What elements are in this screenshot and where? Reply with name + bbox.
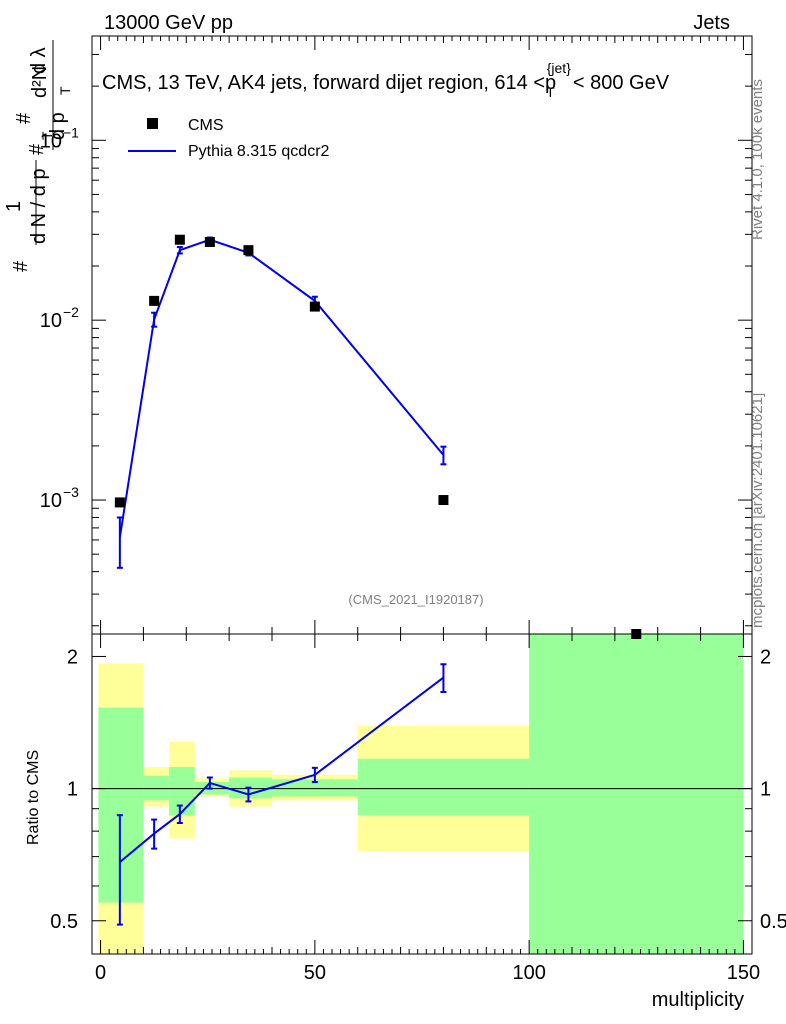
x-axis-label: multiplicity [652, 989, 744, 1011]
header-left: 13000 GeV pp [104, 12, 233, 34]
mc-main-series [116, 236, 447, 569]
ratio-y-tick-label-right: 0.5 [760, 911, 786, 933]
cms-point [149, 295, 160, 306]
band-inner-0 [98, 707, 144, 903]
x-tick-label: 0 [95, 962, 106, 984]
legend-cms-label: CMS [188, 117, 224, 134]
analysis-id: (CMS_2021_I1920187) [348, 592, 483, 607]
ylabel-hash-3: # [13, 112, 35, 124]
main-y-tick-exp: −2 [63, 304, 79, 320]
header-right: Jets [693, 12, 730, 34]
ylabel-dp: d p [47, 112, 69, 140]
x-tick-label: 50 [304, 962, 326, 984]
cms-point [631, 629, 642, 639]
mc-line [118, 238, 445, 538]
x-tick-label: 150 [727, 962, 760, 984]
ylabel-dn: d N / d p [28, 168, 50, 244]
ratio-y-tick-label-left: 1 [67, 779, 78, 801]
band-inner-6 [357, 758, 530, 816]
ratio-y-tick-label-right: 1 [760, 779, 771, 801]
legend-mc-label: Pythia 8.315 qcdcr2 [188, 143, 330, 160]
ylabel-d2n: d²N [29, 66, 51, 98]
ratio-y-tick-label-left: 0.5 [50, 911, 78, 933]
band-inner-2 [169, 767, 195, 816]
cms-point [243, 245, 254, 256]
title-pt-sup: {jet} [547, 60, 571, 76]
ylabel-dl: d λ [28, 47, 50, 74]
ylabel-dn-sub: T [39, 131, 55, 140]
band-inner-1 [143, 775, 170, 801]
ylabel-hash-2: # [26, 143, 48, 155]
x-tick-label: 100 [512, 962, 545, 984]
cms-point [204, 236, 215, 247]
main-y-tick-label: 10 [40, 490, 62, 512]
rivet-label: Rivet 4.1.0, 100k events [749, 79, 766, 240]
main-y-tick-label: 10 [40, 130, 62, 152]
plot-title: CMS, 13 TeV, AK4 jets, forward dijet reg… [102, 60, 670, 100]
mc-ratio-series [116, 663, 447, 926]
band-inner-7 [529, 634, 744, 954]
cms-point [309, 301, 320, 312]
title-pt-sub: T [546, 84, 555, 100]
title-tail: < 800 GeV [573, 72, 670, 94]
ylabel-dp-sub: T [57, 86, 73, 95]
mcplots-label: mcplots.cern.ch [arXiv:2401.10621] [749, 393, 766, 628]
ratio-frame [91, 633, 753, 955]
uncertainty-bands [98, 634, 744, 954]
main-y-tick-exp: −1 [63, 124, 79, 140]
cms-point [114, 497, 125, 508]
cms-point [174, 234, 185, 245]
ratio-y-tick-label-right: 2 [760, 646, 771, 668]
axis-ticks [92, 36, 752, 954]
cms-point [438, 495, 449, 506]
ratio-y-axis-label: Ratio to CMS [25, 750, 42, 845]
main-y-axis-label: # d N / d p T 1 # d p T # d²N d λ [3, 40, 73, 272]
main-y-tick-exp: −3 [63, 484, 79, 500]
ratio-y-tick-label-left: 2 [67, 646, 78, 668]
title-pt: p [545, 72, 556, 94]
legend-cms-marker [147, 118, 158, 129]
ylabel-hash-1: # [10, 260, 32, 272]
main-y-tick-label: 10 [40, 310, 62, 332]
cms-data-series [114, 234, 642, 639]
band-inner-5 [272, 779, 358, 797]
title-main: CMS, 13 TeV, AK4 jets, forward dijet reg… [102, 72, 545, 94]
ylabel-one: 1 [3, 201, 25, 212]
